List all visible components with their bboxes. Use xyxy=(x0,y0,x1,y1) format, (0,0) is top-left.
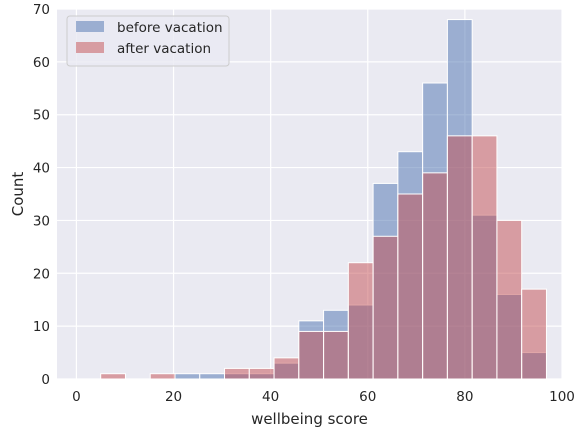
y-tick-label: 60 xyxy=(33,55,50,71)
histogram-bar xyxy=(422,172,448,380)
histogram-bars xyxy=(100,19,547,380)
x-tick-label: 40 xyxy=(262,389,279,405)
y-tick-label: 70 xyxy=(33,2,50,18)
x-tick-labels: 0 20 40 60 80 100 xyxy=(72,389,575,405)
histogram-bar xyxy=(496,219,523,380)
histogram-bar xyxy=(174,373,201,380)
legend-box xyxy=(66,15,230,67)
histogram-bar xyxy=(323,330,349,380)
y-tick-label: 10 xyxy=(33,319,50,335)
histogram-bar xyxy=(347,262,374,380)
y-tick-label: 40 xyxy=(33,161,50,177)
legend: before vacation after vacation xyxy=(66,15,230,67)
legend-swatch-before xyxy=(76,21,104,32)
histogram-bar xyxy=(273,357,300,380)
histogram-bar xyxy=(372,235,399,380)
histogram-bar xyxy=(446,135,473,380)
legend-label-before: before vacation xyxy=(117,20,223,36)
legend-swatch-after xyxy=(76,42,104,53)
x-tick-label: 0 xyxy=(72,389,81,405)
histogram-bar xyxy=(199,373,226,380)
x-tick-label: 60 xyxy=(359,389,376,405)
x-tick-label: 20 xyxy=(165,389,182,405)
y-axis-label: Count xyxy=(9,172,27,217)
legend-label-after: after vacation xyxy=(117,41,211,57)
y-tick-labels: 0 10 20 30 40 50 60 70 xyxy=(33,2,50,388)
histogram-bar xyxy=(471,135,498,380)
histogram-bar xyxy=(521,288,547,380)
histogram-bar xyxy=(100,373,126,380)
y-tick-label: 0 xyxy=(41,372,50,388)
y-tick-label: 20 xyxy=(33,266,50,282)
histogram-bar xyxy=(298,330,325,380)
series-after-bars xyxy=(100,135,547,380)
y-tick-label: 30 xyxy=(33,213,50,229)
x-axis-label: wellbeing score xyxy=(251,410,368,428)
histogram-bar xyxy=(248,367,275,380)
y-tick-label: 50 xyxy=(33,108,50,124)
histogram-bar xyxy=(224,367,250,380)
histogram-bar xyxy=(397,193,424,380)
histogram-bar xyxy=(149,373,176,380)
x-tick-label: 100 xyxy=(549,389,575,405)
x-tick-label: 80 xyxy=(456,389,473,405)
